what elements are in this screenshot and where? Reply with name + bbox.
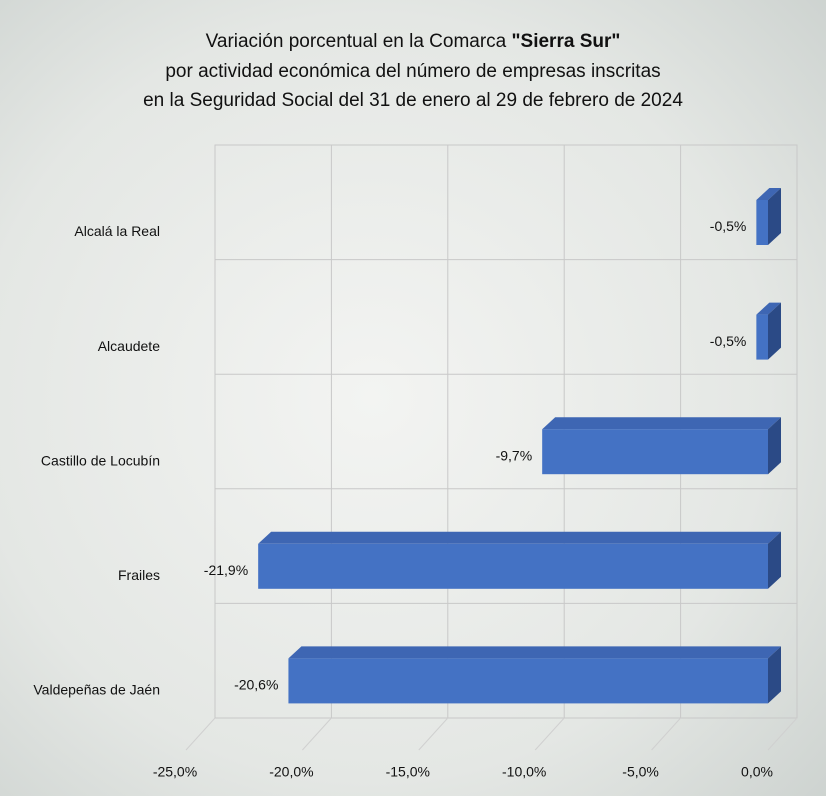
bar-top <box>756 302 781 315</box>
y-tick-label: Castillo de Locubín <box>41 452 160 468</box>
x-tick-label: 0,0% <box>741 764 773 780</box>
chart-title: Variación porcentual en la Comarca "Sier… <box>206 31 621 52</box>
bar-side <box>768 302 781 360</box>
x-tick-label: -15,0% <box>386 764 430 780</box>
chart-title: en la Seguridad Social del 31 de enero a… <box>143 90 683 111</box>
y-tick-label: Alcaudete <box>98 338 160 354</box>
y-tick-label: Valdepeñas de Jaén <box>33 682 160 698</box>
floor-line <box>767 717 798 751</box>
data-label: -21,9% <box>204 562 248 578</box>
floor-line <box>185 717 216 751</box>
floor-line <box>302 717 332 751</box>
data-label: -20,6% <box>234 677 278 693</box>
x-tick-label: -20,0% <box>269 764 313 780</box>
title-part: en la Seguridad Social del 31 de enero a… <box>143 90 683 111</box>
y-tick-label: Alcalá la Real <box>74 223 160 239</box>
data-label: -0,5% <box>710 218 747 234</box>
x-tick-label: -10,0% <box>502 764 546 780</box>
x-tick-label: -25,0% <box>153 764 197 780</box>
chart-title: por actividad económica del número de em… <box>165 61 660 82</box>
bar-side <box>768 646 781 704</box>
bar <box>288 658 768 704</box>
floor-line <box>534 717 565 751</box>
data-label: -0,5% <box>710 333 747 349</box>
bar <box>258 543 768 589</box>
bar <box>756 314 768 360</box>
bar-top <box>258 531 782 544</box>
title-part: por actividad económica del número de em… <box>165 61 660 82</box>
bar <box>756 200 768 245</box>
bar-side <box>768 531 781 589</box>
y-tick-label: Frailes <box>118 567 160 583</box>
floor-line <box>418 717 449 751</box>
bar-top <box>288 646 781 659</box>
title-part: "Sierra Sur" <box>512 31 621 52</box>
title-part: Variación porcentual en la Comarca <box>206 31 512 52</box>
bar <box>542 429 768 475</box>
bar-top <box>756 188 781 200</box>
bar-top <box>542 417 781 430</box>
data-label: -9,7% <box>496 447 533 463</box>
floor-line <box>651 717 681 751</box>
x-tick-label: -5,0% <box>622 764 659 780</box>
bar-side <box>768 417 781 475</box>
bar-side <box>768 188 781 245</box>
